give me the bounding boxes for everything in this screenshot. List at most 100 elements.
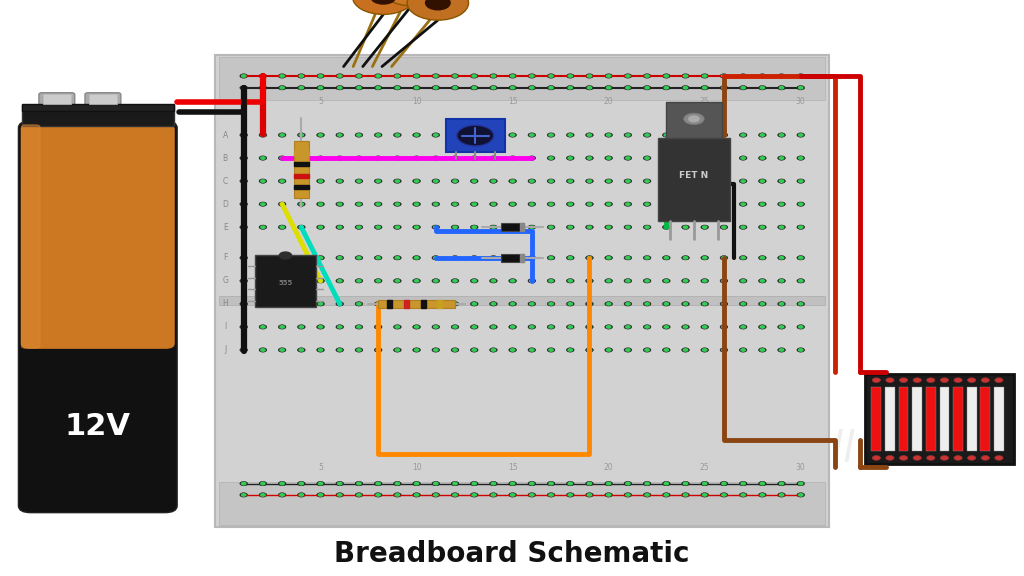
Circle shape (433, 257, 438, 259)
Circle shape (663, 156, 670, 160)
Circle shape (702, 75, 707, 77)
Circle shape (682, 325, 689, 329)
Circle shape (605, 74, 612, 78)
Circle shape (470, 302, 478, 306)
Circle shape (606, 482, 611, 485)
Circle shape (393, 86, 401, 90)
Circle shape (683, 482, 688, 485)
Circle shape (489, 202, 498, 206)
Circle shape (433, 157, 438, 159)
Circle shape (605, 225, 612, 229)
Circle shape (376, 326, 380, 328)
Circle shape (509, 482, 516, 486)
Circle shape (759, 482, 766, 486)
Circle shape (797, 492, 805, 497)
Circle shape (913, 378, 922, 382)
Circle shape (799, 203, 803, 205)
Text: E: E (223, 223, 227, 232)
Circle shape (338, 280, 342, 282)
Circle shape (338, 203, 342, 205)
Circle shape (528, 156, 536, 160)
Circle shape (375, 492, 382, 497)
Circle shape (318, 226, 323, 228)
Text: D: D (222, 200, 228, 209)
Circle shape (760, 326, 765, 328)
Circle shape (528, 348, 536, 352)
Circle shape (586, 482, 593, 486)
Circle shape (452, 202, 459, 206)
Bar (22, 105, 174, 126)
Circle shape (588, 349, 592, 351)
Circle shape (606, 303, 611, 305)
Circle shape (261, 157, 265, 159)
Circle shape (279, 179, 286, 183)
Circle shape (489, 279, 498, 283)
Circle shape (799, 157, 803, 159)
Circle shape (663, 202, 670, 206)
Circle shape (432, 202, 439, 206)
Circle shape (797, 86, 805, 90)
Circle shape (492, 482, 496, 485)
Circle shape (777, 279, 785, 283)
Circle shape (624, 156, 632, 160)
Circle shape (741, 494, 745, 496)
Circle shape (626, 86, 630, 89)
Circle shape (432, 156, 439, 160)
Circle shape (509, 302, 516, 306)
Circle shape (799, 280, 803, 282)
Circle shape (722, 180, 726, 182)
Circle shape (605, 156, 612, 160)
Circle shape (280, 280, 285, 282)
Circle shape (433, 303, 438, 305)
Circle shape (529, 86, 534, 89)
Circle shape (586, 256, 593, 260)
Circle shape (336, 86, 344, 90)
Circle shape (240, 74, 248, 78)
Circle shape (799, 326, 803, 328)
Circle shape (279, 302, 286, 306)
Circle shape (528, 492, 536, 497)
Circle shape (453, 280, 457, 282)
Circle shape (529, 303, 534, 305)
Circle shape (568, 494, 572, 496)
Circle shape (547, 156, 555, 160)
Circle shape (259, 74, 267, 78)
Circle shape (261, 257, 265, 259)
Circle shape (259, 302, 267, 306)
Circle shape (605, 325, 612, 329)
Circle shape (720, 325, 728, 329)
FancyBboxPatch shape (22, 125, 40, 348)
Circle shape (395, 157, 399, 159)
Circle shape (376, 180, 380, 182)
Circle shape (376, 349, 380, 351)
Circle shape (452, 156, 459, 160)
Circle shape (626, 280, 630, 282)
Circle shape (528, 302, 536, 306)
Circle shape (393, 256, 401, 260)
Circle shape (433, 326, 438, 328)
Circle shape (777, 202, 785, 206)
Circle shape (779, 134, 783, 136)
Bar (445, 119, 505, 152)
Bar (294, 150, 308, 154)
Circle shape (511, 75, 515, 77)
Text: cell: cell (783, 429, 855, 470)
Circle shape (356, 482, 361, 485)
Circle shape (568, 157, 572, 159)
Bar (294, 185, 308, 189)
Circle shape (259, 179, 267, 183)
Circle shape (318, 134, 323, 136)
Circle shape (336, 256, 344, 260)
Circle shape (279, 156, 286, 160)
Circle shape (433, 180, 438, 182)
Circle shape (297, 202, 305, 206)
Circle shape (663, 256, 670, 260)
Circle shape (760, 203, 765, 205)
Circle shape (645, 86, 649, 89)
Bar (22, 104, 174, 111)
Circle shape (759, 279, 766, 283)
Circle shape (242, 349, 246, 351)
Circle shape (722, 86, 726, 89)
Text: 10: 10 (412, 464, 422, 472)
Circle shape (605, 202, 612, 206)
